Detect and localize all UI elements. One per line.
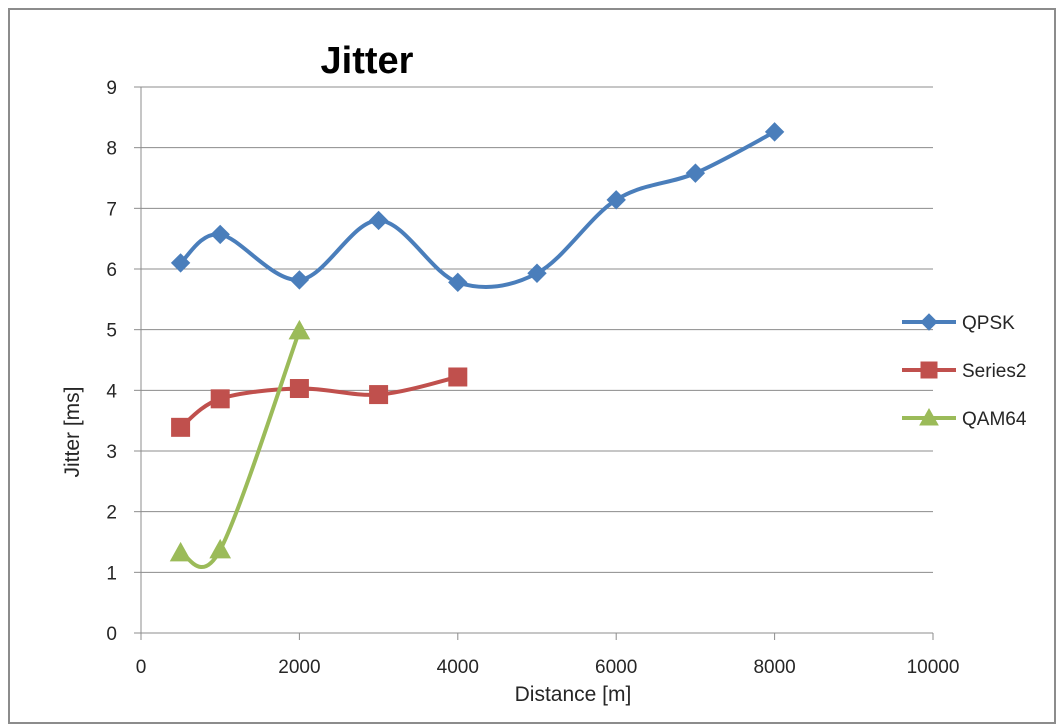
legend-item-qam64: QAM64 [902,407,1027,430]
y-tick-label-6: 6 [106,260,117,281]
legend-label-series2: Series2 [962,361,1026,382]
data-point-series2-1000 [210,389,230,409]
data-point-qpsk-3000 [368,210,389,231]
data-point-series2-4000 [448,367,468,387]
data-point-series2-3000 [369,385,389,405]
data-point-qpsk-7000 [685,163,706,183]
data-point-qpsk-6000 [606,190,626,210]
legend-marker-series2 [920,361,938,379]
legend-item-qpsk: QPSK [902,313,1015,334]
y-tick-label-4: 4 [106,381,117,402]
legend-label-qam64: QAM64 [962,409,1027,430]
legend-item-series2: Series2 [902,361,1026,382]
data-point-qpsk-2000 [289,270,310,290]
chart-frame [8,8,1056,724]
series-series2 [171,367,468,437]
legend-marker-qam64 [919,407,939,426]
chart-title: Jitter [321,40,414,82]
data-point-qpsk-500 [170,253,191,273]
x-tick-label-2000: 2000 [278,657,320,678]
series-line-qpsk [178,129,777,289]
data-point-qpsk-8000 [764,122,785,142]
y-tick-label-2: 2 [106,503,117,524]
x-tick-label-8000: 8000 [753,657,795,678]
legend-marker-qpsk [920,313,938,331]
y-tick-label-3: 3 [106,442,117,463]
x-tick-label-6000: 6000 [595,657,637,678]
data-point-qpsk-5000 [527,263,547,283]
data-point-qam64-500 [169,541,192,562]
y-tick-label-8: 8 [106,139,117,160]
y-axis-title: Jitter [ms] [61,386,84,477]
x-axis-title: Distance [m] [515,683,632,706]
grid-lines [141,86,933,573]
y-tick-label-9: 9 [106,78,117,99]
data-point-qam64-1000 [209,538,232,559]
data-point-qpsk-1000 [210,224,230,245]
data-point-qam64-2000 [288,319,311,340]
series-group [169,122,785,569]
series-qam64 [169,319,311,569]
x-tick-label-0: 0 [136,657,147,678]
data-point-series2-2000 [289,379,309,399]
y-tick-label-1: 1 [106,563,117,584]
data-point-qpsk-4000 [448,272,468,293]
axes: 0 1 2 3 4 5 6 7 8 9 0 2000 4000 6000 8000 10000 [106,78,959,678]
data-point-series2-500 [171,417,191,437]
x-tick-label-4000: 4000 [437,657,479,678]
y-tick-label-7: 7 [106,199,117,220]
legend: QPSK Series2 QAM64 [902,313,1027,430]
legend-label-qpsk: QPSK [962,313,1015,334]
series-line-qam64 [178,328,302,569]
y-tick-label-5: 5 [106,321,117,342]
x-tick-label-10000: 10000 [907,657,960,678]
series-qpsk [170,122,785,293]
y-tick-label-0: 0 [106,624,117,645]
